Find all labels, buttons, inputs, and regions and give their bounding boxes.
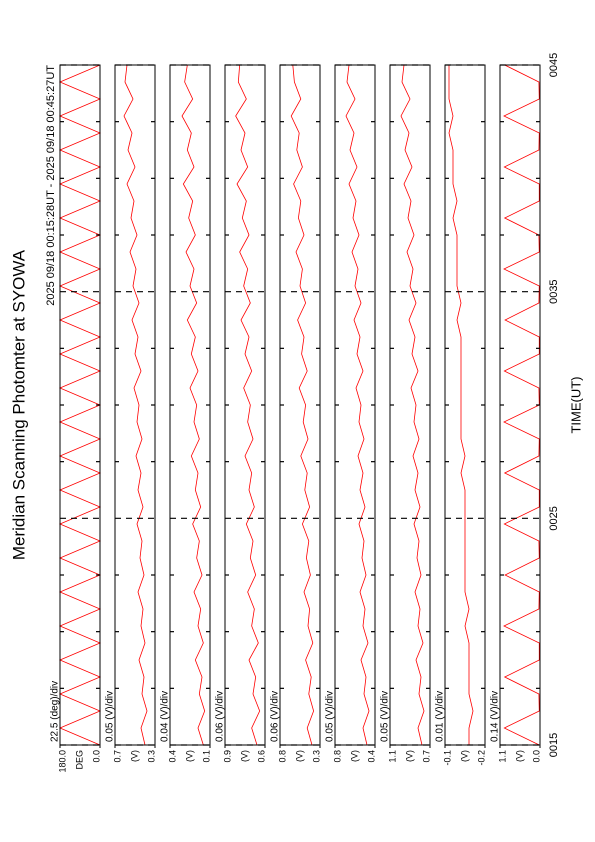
- panel-frame: [59, 64, 101, 746]
- y-tick-label: 0.8: [277, 750, 287, 763]
- y-tick-label: 1.1: [387, 750, 397, 763]
- scale-label: 22.5 (deg)/div: [50, 681, 61, 742]
- data-line: [235, 64, 261, 746]
- y-tick-label: 0.8: [332, 750, 342, 763]
- y-axis-label: (V): [514, 750, 524, 762]
- y-tick-label: 1.1: [497, 750, 507, 763]
- y-tick-label: 0.6: [256, 750, 266, 763]
- y-axis-label: DEG: [74, 750, 84, 770]
- y-tick-label: 0.4: [167, 750, 177, 763]
- time-range: 2025 09/18 00:15:28UT - 2025 09/18 00:45…: [45, 65, 57, 306]
- data-line: [345, 64, 370, 746]
- scale-label: 0.05 (V)/div: [105, 691, 116, 742]
- panel-frame: [444, 64, 486, 746]
- panel-frame: [334, 64, 376, 746]
- panel-frame: [389, 64, 431, 746]
- y-tick-label: 0.3: [311, 750, 321, 763]
- y-axis-label: (V): [349, 750, 359, 762]
- scale-label: 0.05 (V)/div: [325, 691, 336, 742]
- panel-frame: [279, 64, 321, 746]
- y-tick-label: 0.9: [222, 750, 232, 763]
- y-tick-label: 0.7: [112, 750, 122, 763]
- x-axis-label: TIME(UT): [568, 376, 583, 433]
- y-tick-label: 180.0: [57, 750, 67, 773]
- scale-label: 0.14 (V)/div: [490, 691, 501, 742]
- y-tick-label: 0.4: [366, 750, 376, 763]
- data-line: [290, 64, 315, 746]
- y-tick-label: 0.7: [421, 750, 431, 763]
- scale-label: 0.06 (V)/div: [270, 691, 281, 742]
- y-tick-label: 0.0: [91, 750, 101, 763]
- scale-label: 0.06 (V)/div: [215, 691, 226, 742]
- y-tick-label: 0.1: [201, 750, 211, 763]
- data-line: [58, 64, 102, 746]
- y-tick-label: -0.2: [476, 750, 486, 766]
- x-tick-label: 0015: [548, 733, 560, 757]
- panel-frame: [224, 64, 266, 746]
- y-tick-label: 0.3: [146, 750, 156, 763]
- data-line: [181, 64, 206, 746]
- data-line: [448, 65, 474, 745]
- data-line: [400, 64, 425, 746]
- scale-label: 0.01 (V)/div: [435, 691, 446, 742]
- chart-title: Meridian Scanning Photomter at SYOWA: [9, 249, 28, 560]
- y-axis-label: (V): [404, 750, 414, 762]
- x-tick-label: 0025: [548, 506, 560, 530]
- scale-label: 0.05 (V)/div: [380, 691, 391, 742]
- y-tick-label: 0.0: [531, 750, 541, 763]
- y-tick-label: -0.1: [442, 750, 452, 766]
- y-axis-label: (V): [459, 750, 469, 762]
- x-tick-label: 0045: [548, 53, 560, 77]
- scale-label: 0.04 (V)/div: [160, 691, 171, 742]
- data-line: [503, 64, 540, 746]
- panel-frame: [499, 64, 541, 746]
- panel-frame: [169, 64, 211, 746]
- y-axis-label: (V): [294, 750, 304, 762]
- data-line: [123, 64, 148, 746]
- y-axis-label: (V): [239, 750, 249, 762]
- x-tick-label: 0035: [548, 279, 560, 303]
- y-axis-label: (V): [184, 750, 194, 762]
- y-axis-label: (V): [129, 750, 139, 762]
